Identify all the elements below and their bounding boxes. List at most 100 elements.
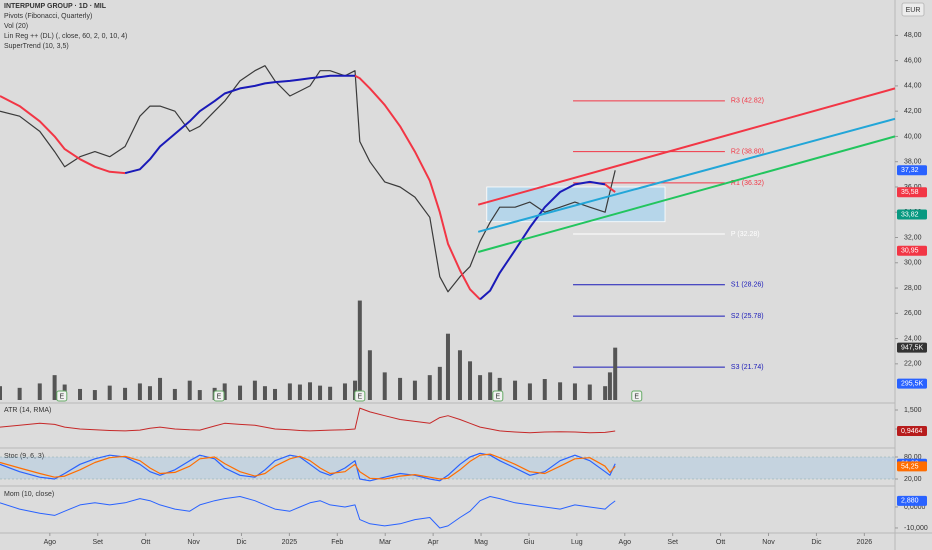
pane-title: ATR (14, RMA) (4, 407, 51, 414)
volume-bar (542, 379, 547, 400)
value-badge (897, 495, 927, 506)
series-line (124, 74, 355, 175)
volume-bar (527, 383, 532, 400)
y-tick-label: 1,500 (904, 407, 922, 414)
volume-bar (137, 383, 142, 400)
y-tick-label: 24,00 (904, 335, 922, 342)
event-label: E (495, 393, 500, 400)
y-tick-label: 30,00 (904, 260, 922, 267)
volume-bar (478, 375, 483, 400)
volume-bar (445, 333, 450, 400)
pane-title: Mom (10, close) (4, 491, 54, 498)
volume-bar (273, 388, 278, 400)
value-badge (897, 342, 927, 353)
currency-box[interactable] (901, 2, 925, 17)
value-badge-label: 295,5K (901, 381, 924, 388)
y-tick-label: 28,00 (904, 285, 922, 292)
volume-bar (412, 380, 417, 400)
series-line (604, 183, 616, 193)
event-marker (213, 390, 225, 402)
x-tick-label: Ott (141, 539, 150, 546)
value-badge-label: 37,32 (901, 167, 919, 174)
volume-bar (0, 386, 2, 400)
volume-bar (353, 380, 358, 400)
volume-bar (468, 361, 473, 400)
series-line (354, 74, 481, 301)
value-badge (897, 378, 927, 389)
y-tick-label: 22,00 (904, 361, 922, 368)
chart-title: INTERPUMP GROUP · 1D · MIL (4, 3, 107, 10)
series-line (477, 117, 896, 233)
volume-bar (603, 386, 608, 400)
y-tick-label: 20,00 (904, 476, 922, 483)
volume-bar (107, 385, 112, 400)
volume-bar (222, 383, 227, 400)
volume-bar (357, 300, 362, 400)
pivot-label: S3 (21.74) (731, 364, 764, 371)
value-badge-label: 54,25 (901, 463, 919, 470)
volume-bar (252, 380, 257, 400)
series-line (0, 496, 616, 529)
y-tick-label: 40,00 (904, 133, 922, 140)
x-tick-label: Ago (44, 539, 57, 546)
y-tick-label: 48,00 (904, 32, 922, 39)
x-tick-label: Giu (523, 539, 534, 546)
indicator-label: SuperTrend (10, 3,5) (4, 43, 69, 50)
y-tick-label: 44,00 (904, 83, 922, 90)
y-tick-label: 0,0000 (904, 504, 926, 511)
x-tick-label: Mar (379, 539, 392, 546)
value-badge-label: 2,880 (901, 498, 919, 505)
event-marker (631, 390, 643, 402)
x-tick-label: Nov (187, 539, 200, 546)
x-tick-label: Lug (571, 539, 583, 546)
value-badge-label: 33,82 (901, 211, 919, 218)
volume-bar (437, 366, 442, 400)
volume-bar (367, 350, 372, 400)
volume-bar (497, 377, 502, 400)
volume-bar (123, 387, 128, 400)
event-marker (354, 390, 366, 402)
value-badge (897, 426, 927, 437)
volume-bar (238, 385, 243, 400)
y-tick-label: 38,00 (904, 159, 922, 166)
volume-bar (52, 375, 57, 400)
y-tick-label: 26,00 (904, 310, 922, 317)
pivot-label: P (32.28) (731, 231, 760, 238)
x-tick-label: Dic (811, 539, 822, 546)
value-badge (897, 187, 927, 198)
x-tick-label: 2025 (282, 539, 298, 546)
volume-bar (92, 390, 97, 400)
volume-bar (37, 383, 42, 400)
y-tick-label: 32,00 (904, 234, 922, 241)
value-badge-label: 35,58 (901, 189, 919, 196)
x-tick-label: Set (92, 539, 103, 546)
series-line (0, 453, 616, 480)
volume-bar (488, 372, 493, 400)
volume-bar (607, 372, 612, 400)
volume-bar (328, 386, 333, 400)
x-tick-label: Dic (236, 539, 247, 546)
volume-bar (307, 382, 312, 400)
event-marker (492, 390, 504, 402)
x-tick-label: Mag (474, 539, 488, 546)
series-line (479, 180, 606, 301)
value-badge (897, 461, 927, 472)
volume-bar (342, 383, 347, 400)
currency-label[interactable]: EUR (906, 7, 921, 14)
volume-bar (17, 387, 22, 400)
volume-bar (158, 377, 163, 400)
volume-bar (427, 375, 432, 400)
x-tick-label: 2026 (857, 539, 873, 546)
volume-bar (382, 372, 387, 400)
x-tick-label: Ott (716, 539, 725, 546)
volume-bar (513, 380, 518, 400)
event-label: E (634, 393, 639, 400)
pane-title: Stoc (9, 6, 3) (4, 453, 44, 460)
series-line (0, 452, 616, 482)
pivot-label: S2 (25.78) (731, 313, 764, 320)
event-label: E (357, 393, 362, 400)
x-tick-label: Ago (619, 539, 632, 546)
indicator-label: Lin Reg ++ (DL) (, close, 60, 2, 0, 10, … (4, 33, 127, 40)
